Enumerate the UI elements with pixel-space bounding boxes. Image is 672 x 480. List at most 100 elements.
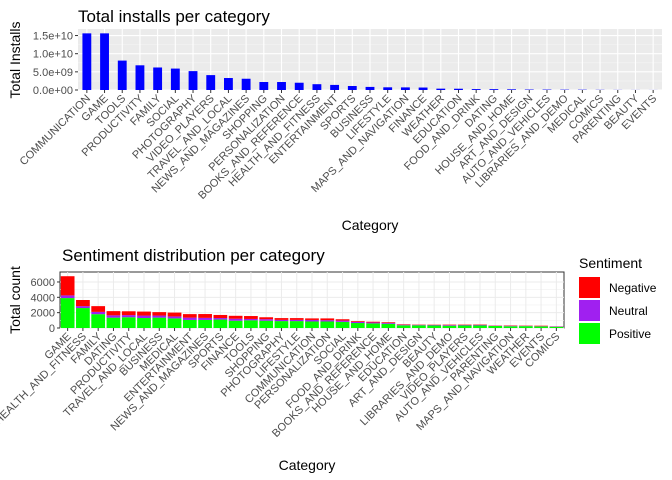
y-tick-label: 0 — [49, 323, 55, 335]
install-bar — [347, 86, 357, 90]
install-bar — [454, 88, 463, 90]
sentiment-bar-negative — [106, 311, 121, 316]
sentiment-bar-positive — [152, 317, 167, 328]
sentiment-bar-positive — [274, 321, 289, 328]
sentiment-chart: Sentiment distribution per category 0 200… — [0, 246, 657, 473]
sentiment-bar-neutral — [106, 315, 121, 318]
sentiment-bar-negative — [76, 300, 90, 307]
install-bar — [471, 89, 481, 90]
sentiment-bar-neutral — [274, 319, 289, 322]
sentiment-bar-neutral — [473, 324, 487, 326]
sentiment-legend: Sentiment Negative Neutral Positive — [579, 255, 657, 344]
sentiment-bar-negative — [381, 322, 396, 323]
y-tick-label: 1.0e+10 — [33, 49, 73, 61]
sentiment-chart-title: Sentiment distribution per category — [62, 246, 325, 265]
install-bar — [312, 84, 322, 90]
sentiment-bar-negative — [137, 311, 151, 316]
sentiment-bar-neutral — [289, 319, 304, 322]
installs-chart-title: Total installs per category — [78, 7, 270, 26]
sentiment-bar-positive — [213, 319, 228, 328]
sentiment-bar-neutral — [228, 318, 243, 321]
install-bar — [241, 78, 251, 90]
sentiment-bar-negative — [167, 312, 182, 317]
sentiment-x-axis-title: Category — [279, 457, 336, 473]
sentiment-bar-neutral — [137, 315, 151, 319]
install-bar — [294, 82, 304, 90]
sentiment-bar-positive — [350, 323, 365, 328]
sentiment-bar-neutral — [305, 319, 319, 322]
sentiment-bar-negative — [60, 276, 75, 296]
sentiment-bar-neutral — [167, 316, 182, 319]
sentiment-bar-positive — [335, 321, 350, 328]
install-bar — [489, 89, 499, 90]
sentiment-bar-positive — [305, 321, 319, 328]
install-bar — [365, 86, 375, 90]
sentiment-bar-negative — [274, 318, 289, 320]
sentiment-bar-positive — [228, 320, 243, 328]
sentiment-bar-positive — [289, 321, 304, 328]
sentiment-bar-positive — [244, 320, 258, 328]
sentiment-bar-neutral — [442, 325, 457, 326]
y-tick-label: 0.0e+00 — [33, 85, 73, 97]
sentiment-bar-neutral — [396, 324, 411, 326]
sentiment-bar-positive — [121, 317, 136, 328]
sentiment-bar-positive — [137, 318, 151, 328]
installs-y-ticks: 0.0e+00 5.0e+09 1.0e+10 1.5e+10 — [33, 31, 78, 97]
install-bar — [206, 75, 216, 90]
sentiment-bar-negative — [289, 318, 304, 320]
sentiment-bar-positive — [381, 323, 396, 328]
install-bar — [259, 82, 269, 90]
sentiment-bar-negative — [152, 312, 167, 316]
install-bar — [400, 87, 410, 90]
sentiment-bar-neutral — [182, 317, 197, 320]
y-tick-label: 6000 — [31, 277, 55, 289]
sentiment-bar-negative — [213, 314, 228, 319]
sentiment-bar-negative — [350, 321, 365, 322]
install-bar — [436, 88, 446, 90]
sentiment-bar-positive — [427, 325, 442, 328]
sentiment-bar-neutral — [350, 321, 365, 324]
x-tick-label: COMMUNICATION — [18, 93, 93, 168]
legend-title: Sentiment — [579, 255, 642, 271]
sentiment-bar-neutral — [91, 311, 106, 315]
sentiment-bar-negative — [198, 314, 212, 318]
installs-x-ticks: COMMUNICATIONGAMETOOLSPRODUCTIVITYFAMILY… — [18, 90, 659, 202]
installs-chart: Total installs per category 0.0e+00 5.0e+… — [7, 7, 662, 233]
sentiment-bar-positive — [396, 325, 411, 328]
install-bar — [330, 84, 340, 90]
sentiment-bar-positive — [457, 325, 472, 328]
legend-swatch-negative — [579, 277, 600, 298]
install-bar — [188, 71, 198, 90]
sentiment-bar-negative — [305, 318, 319, 320]
sentiment-y-axis-title: Total count — [7, 266, 23, 334]
install-bar — [170, 68, 180, 90]
sentiment-bar-neutral — [60, 295, 75, 299]
y-tick-label: 1.5e+10 — [33, 31, 73, 43]
sentiment-bar-positive — [549, 326, 564, 328]
sentiment-bar-neutral — [320, 320, 335, 322]
installs-bars — [82, 33, 658, 90]
install-bar — [383, 87, 393, 90]
legend-swatch-positive — [579, 323, 600, 344]
y-tick-label: 5.0e+09 — [33, 67, 73, 79]
sentiment-bar-positive — [366, 323, 380, 328]
sentiment-bar-neutral — [366, 322, 380, 324]
legend-items: Negative Neutral Positive — [579, 277, 657, 344]
sentiment-bar-negative — [259, 317, 274, 320]
sentiment-bar-positive — [91, 314, 106, 328]
sentiment-bar-neutral — [335, 320, 350, 322]
install-bar — [153, 67, 163, 90]
sentiment-bar-positive — [60, 298, 75, 328]
sentiment-bar-positive — [534, 326, 548, 328]
sentiment-bar-neutral — [244, 318, 258, 321]
sentiment-bar-neutral — [213, 318, 228, 320]
sentiment-bar-negative — [320, 318, 335, 321]
installs-x-axis-title: Category — [342, 217, 399, 233]
install-bar — [100, 33, 109, 90]
sentiment-bar-neutral — [121, 315, 136, 318]
sentiment-bar-neutral — [381, 322, 396, 324]
y-tick-label: 2000 — [31, 308, 55, 320]
legend-label-positive: Positive — [609, 327, 651, 341]
sentiment-bar-positive — [503, 326, 518, 328]
